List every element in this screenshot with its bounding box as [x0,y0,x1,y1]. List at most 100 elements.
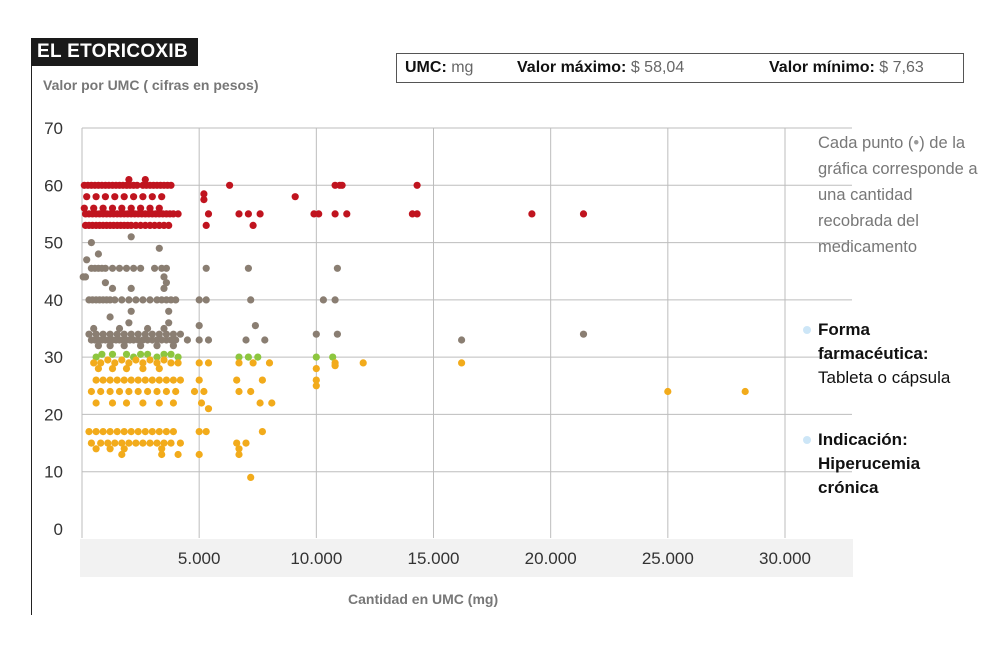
side-note: Cada punto (•) de la gráfica corresponde… [818,130,978,260]
data-point-gray [106,313,114,321]
data-point-gray [165,307,173,315]
umc-value: mg [451,59,474,76]
data-point-gray [169,330,177,338]
bullet-indicacion: Indicación: Hiperucemia crónica [803,428,978,500]
data-point-orange [458,359,466,367]
data-point-red [167,181,175,189]
data-point-green [312,353,320,361]
data-point-orange [125,387,133,396]
dot-icon: • [913,134,920,152]
bullet-icon [803,326,811,334]
data-point-orange [155,376,163,384]
data-point-orange [97,387,105,396]
data-point-red [101,193,109,201]
data-point-gray [81,273,90,281]
data-point-orange [92,445,100,453]
data-point-green [329,353,337,361]
data-point-gray [85,330,93,338]
y-tick-label: 40 [44,291,63,310]
data-point-red [133,181,141,189]
data-point-orange [359,359,367,367]
data-point-orange [197,399,206,407]
data-point-gray [118,296,126,304]
data-point-orange [94,365,102,373]
data-point-orange [139,359,147,367]
data-point-red [579,210,588,218]
forma-value: Tableta o cápsula [818,368,951,387]
data-point-gray [176,330,184,338]
x-tick-label: 15.000 [408,549,460,568]
data-point-green [92,353,100,361]
data-point-orange [106,387,114,396]
y-tick-label: 0 [54,520,63,539]
data-point-gray [139,296,147,304]
data-point-green [144,350,152,358]
data-point-gray [99,330,107,338]
data-point-red [413,181,421,189]
data-point-gray [132,296,140,304]
data-point-gray [115,324,124,333]
x-tick-label: 10.000 [290,549,342,568]
x-tick-label: 20.000 [525,549,577,568]
data-point-gray [172,296,180,304]
data-point-orange [155,428,163,436]
data-point-orange [158,445,166,453]
data-point-red [83,193,91,201]
data-point-gray [90,324,98,333]
data-point-gray [83,256,91,264]
data-point-green [122,350,131,358]
data-point-gray [122,264,131,272]
data-point-orange [256,399,264,407]
data-point-orange [235,445,243,453]
data-point-gray [137,264,145,272]
data-point-orange [664,387,672,396]
data-point-orange [160,356,168,364]
data-point-gray [106,330,114,338]
data-point-orange [141,428,149,436]
data-point-red [204,210,213,218]
data-point-gray [94,342,102,350]
data-point-orange [87,387,95,396]
max-value-label: Valor máximo: [517,59,627,76]
data-point-orange [204,359,213,367]
data-point-orange [741,387,749,396]
data-point-orange [120,376,128,384]
data-point-orange [118,439,126,447]
data-point-red [141,176,149,184]
data-point-orange [125,359,133,367]
data-point-orange [127,428,135,436]
data-point-gray [155,330,163,338]
data-point-gray [202,264,210,272]
data-point-orange [108,399,117,407]
data-point-gray [155,244,163,252]
data-point-gray [331,296,339,304]
data-point-gray [204,336,213,344]
min-value: $ 7,63 [879,59,924,76]
data-point-gray [458,336,466,344]
data-point-red [413,210,421,218]
data-point-orange [146,439,154,447]
data-point-orange [268,399,276,407]
data-point-red [155,204,163,212]
data-point-red [235,210,243,218]
data-point-orange [162,387,170,396]
data-point-red [249,221,257,229]
data-point-gray [333,330,341,338]
data-point-red [139,193,147,201]
x-tick-label: 25.000 [642,549,694,568]
data-point-gray [148,330,156,338]
data-point-gray [195,322,203,330]
max-value-info: Valor máximo: $ 58,04 [517,54,684,82]
data-point-red [137,204,145,212]
data-point-gray [162,264,170,272]
data-point-gray [160,284,168,292]
data-point-orange [190,387,199,396]
y-axis-label: Valor por UMC ( cifras en pesos) [43,77,259,93]
umc-label: UMC: [405,59,447,76]
data-point-orange [158,450,166,459]
data-point-orange [134,376,142,384]
data-point-orange [115,387,124,396]
data-point-gray [108,284,117,292]
y-tick-label: 20 [44,405,63,424]
